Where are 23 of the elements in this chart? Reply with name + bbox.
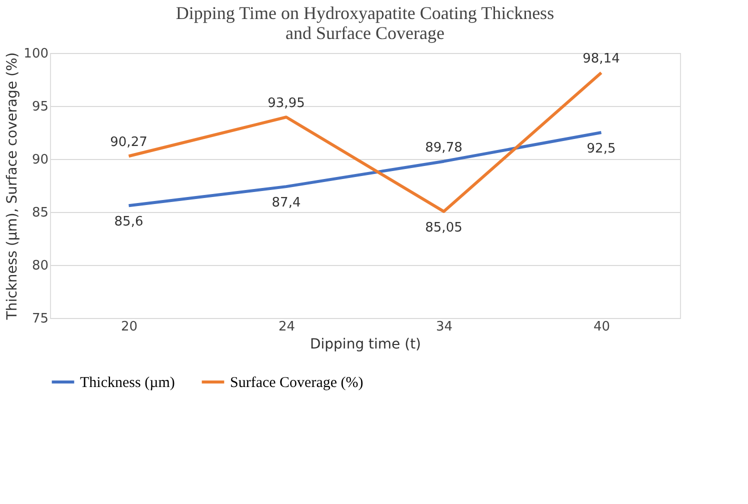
y-axis-title: Thickness (µm), Surface coverage (%) <box>4 52 21 321</box>
legend-label: Surface Coverage (%) <box>230 375 364 391</box>
legend-label: Thickness (µm) <box>80 375 175 391</box>
data-label: 87,4 <box>272 196 301 211</box>
y-tick-label: 100 <box>24 46 48 62</box>
x-tick-label: 40 <box>593 320 610 334</box>
y-tick-label: 75 <box>32 312 48 326</box>
data-label: 89,78 <box>425 140 462 156</box>
x-tick-label: 34 <box>436 320 453 334</box>
data-label: 98,14 <box>582 52 620 67</box>
x-tick-label: 20 <box>120 320 138 334</box>
x-tick-label: 24 <box>278 320 296 334</box>
chart-title: Dipping Time on Hydroxyapatite Coating Thickness and Surface Coverage <box>176 3 554 43</box>
data-label: 85,6 <box>114 214 144 230</box>
x-axis-title: Dipping time (t) <box>310 336 422 352</box>
data-label: 93,95 <box>268 96 305 112</box>
data-label: 90,27 <box>110 135 148 150</box>
y-tick-label: 85 <box>32 206 48 220</box>
y-tick-label: 90 <box>32 152 48 168</box>
data-label: 92,5 <box>586 142 616 156</box>
y-tick-label: 80 <box>32 258 48 274</box>
y-tick-label: 95 <box>32 100 48 114</box>
data-label: 85,05 <box>425 220 462 236</box>
